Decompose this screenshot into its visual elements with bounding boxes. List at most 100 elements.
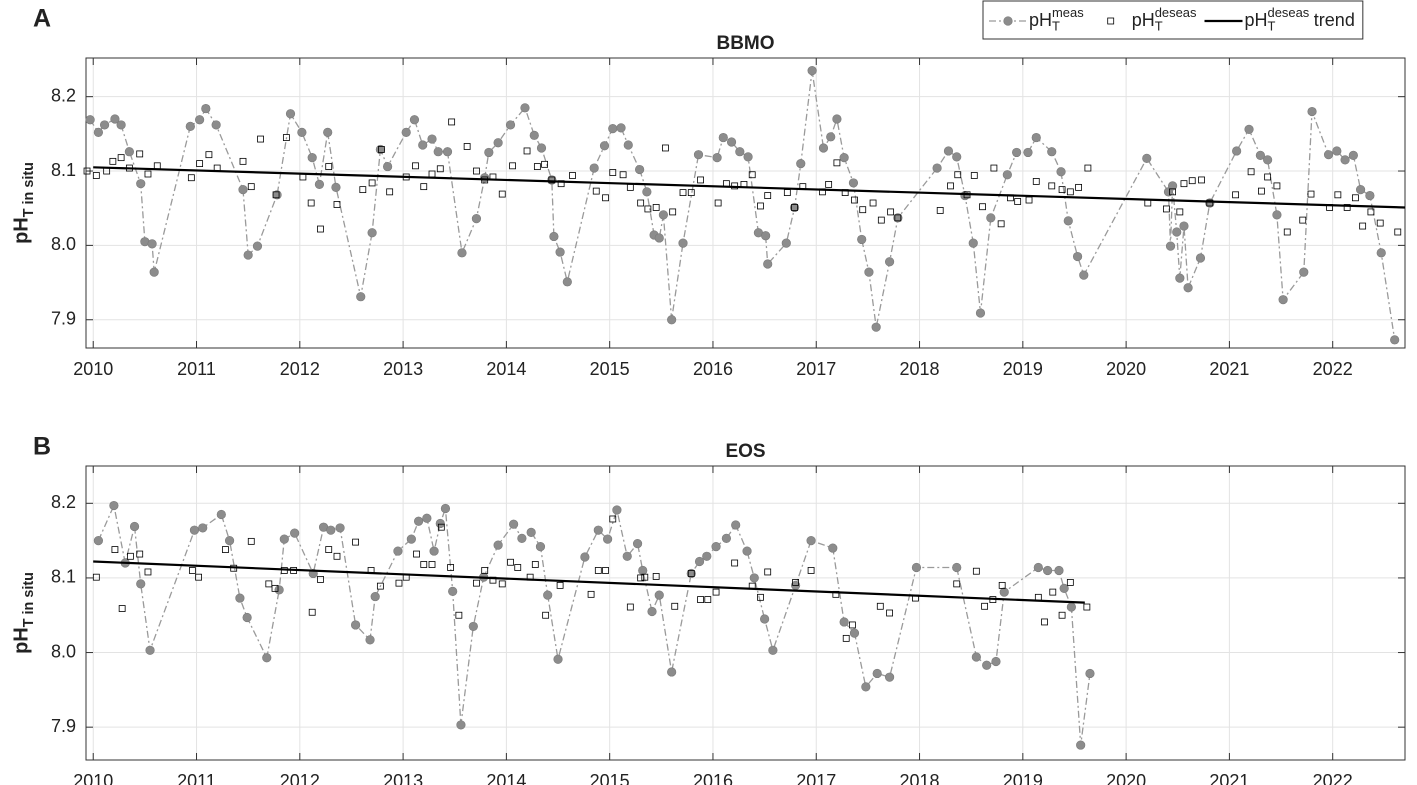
legend-marker [1003,16,1013,26]
data-point [1085,668,1095,679]
data-point [129,521,140,532]
data-point [378,146,385,153]
data-point [839,617,849,627]
data-point [887,208,895,216]
data-point [632,539,643,549]
data-point [893,213,903,223]
data-point [1079,270,1089,280]
data-point [145,645,155,655]
data-point [85,115,95,125]
data-point [110,114,120,124]
data-point [711,541,721,552]
data-point [448,118,456,126]
data-point [714,199,722,207]
data-point [693,150,704,160]
y-axis-label-sub: T in situ [21,162,37,217]
data-point [1359,222,1367,230]
x-tick-label: 2012 [280,771,320,785]
data-point [760,614,770,624]
x-tick-label: 2019 [1003,771,1043,785]
data-point [1058,186,1066,194]
x-tick-label: 2017 [796,359,836,379]
data-point [731,559,739,567]
data-point [616,123,626,133]
data-point [433,147,443,157]
data-point [1049,588,1057,596]
data-point [144,568,152,576]
data-point [1334,191,1342,199]
data-point [662,144,669,152]
data-point [832,114,842,124]
data-point [971,652,981,662]
data-point [498,580,506,588]
data-point [667,667,677,677]
data-point [493,540,503,550]
data-point [370,591,380,602]
data-point [678,238,688,248]
data-point [911,562,922,573]
data-point [637,574,645,582]
data-point [535,541,546,552]
data-point [825,181,833,188]
data-point [435,518,445,529]
x-tick-label: 2010 [73,359,113,379]
data-point [1066,602,1076,612]
data-point [990,164,998,172]
data-point [1169,188,1176,196]
data-point [981,602,989,610]
data-point [686,568,696,579]
data-point [367,228,377,238]
data-point [1188,177,1196,185]
data-point [1299,216,1307,224]
data-point [1066,188,1074,196]
x-tick-label: 2016 [693,359,733,379]
data-point [1072,251,1083,262]
data-point [593,525,603,535]
data-point [807,66,817,76]
data-point [471,214,482,224]
data-point [420,561,428,568]
data-point [144,170,152,178]
data-point [447,564,455,571]
y-axis-label-base: pH [10,217,32,244]
data-point [952,562,962,573]
legend-box [982,0,1364,40]
data-point [285,109,296,119]
data-point [93,127,103,137]
data-point [960,190,970,201]
data-point [1041,618,1048,626]
x-tick-label: 2010 [73,771,113,785]
data-point [972,567,980,575]
data-point [99,120,110,130]
data-point [608,124,618,134]
data-point [271,584,279,592]
data-point [395,579,403,587]
data-point [592,187,600,195]
data-point [781,238,791,248]
data-point [455,611,463,619]
data-point [757,593,764,601]
data-point [594,567,602,574]
data-point [222,546,229,553]
data-point [761,231,771,241]
data-point [198,523,208,533]
data-point [644,205,652,213]
data-point [185,121,195,132]
data-point [448,586,458,596]
data-point [1355,185,1366,195]
data-point [1033,562,1043,573]
data-point [331,182,341,192]
data-point [505,120,516,130]
x-tick-label: 2012 [280,359,320,379]
data-point [422,513,432,523]
data-point [1165,241,1176,251]
data-point [876,602,884,610]
data-point [335,523,345,533]
data-point [871,322,881,332]
data-point [436,165,444,173]
data-point [556,581,564,589]
data-point [789,202,800,213]
data-point [93,536,103,546]
